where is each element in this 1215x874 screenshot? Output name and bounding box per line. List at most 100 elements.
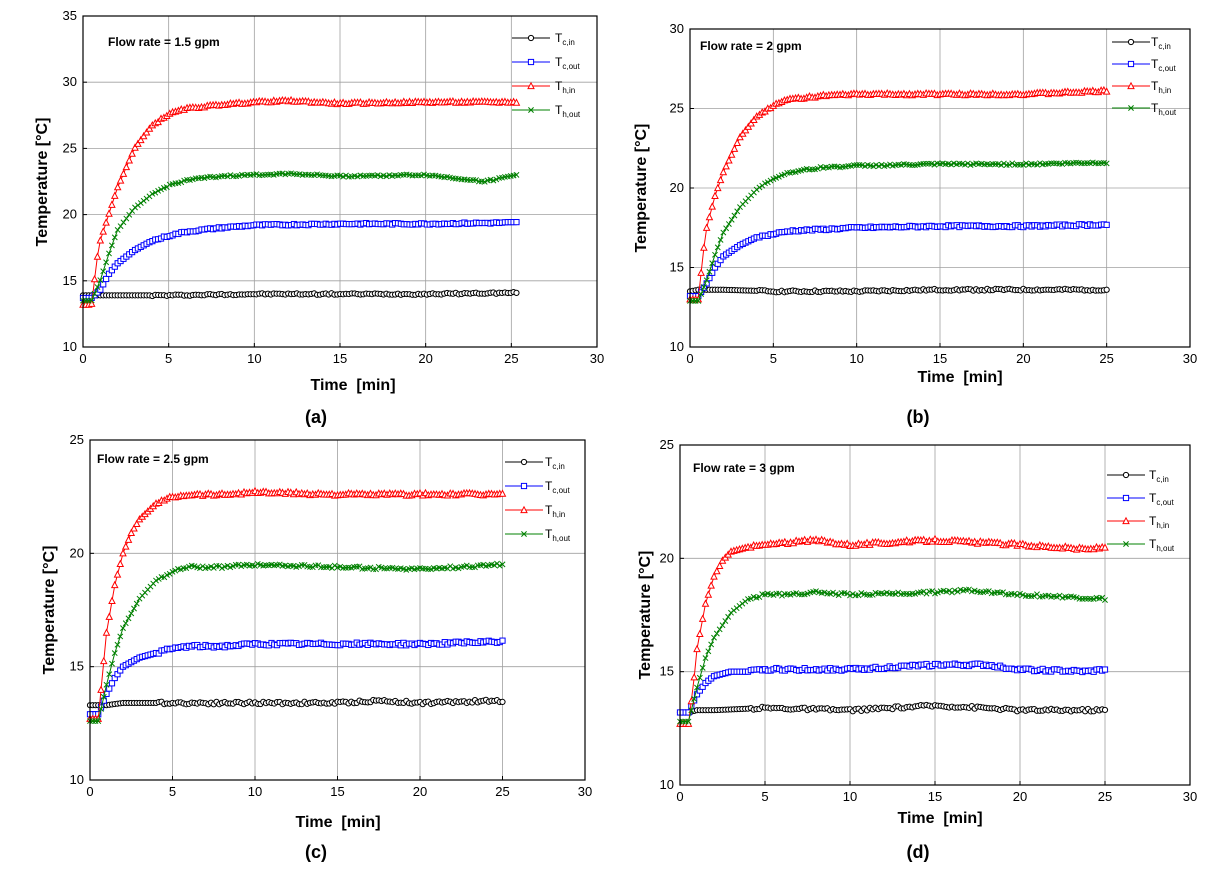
series-c-out <box>86 637 506 718</box>
x-axis-title: Time [min] <box>310 377 395 394</box>
data-point <box>781 171 788 178</box>
data-point <box>1023 160 1030 167</box>
data-point <box>1000 160 1007 167</box>
x-tick-label: 25 <box>1098 789 1112 804</box>
data-point <box>124 535 133 543</box>
data-point <box>263 562 269 569</box>
data-point <box>331 562 338 569</box>
legend-label: Tc,out <box>545 479 570 495</box>
y-tick-label: 10 <box>660 777 674 792</box>
legend: Tc,in Tc,out Th,in Th,out <box>1112 35 1177 117</box>
legend-marker <box>521 531 527 537</box>
data-point <box>744 122 753 130</box>
data-point <box>1101 706 1109 714</box>
data-point <box>481 178 488 185</box>
data-point <box>700 243 708 251</box>
legend-item-c-in: Tc,in <box>505 455 565 471</box>
legend-label-subscript: c,out <box>562 62 580 71</box>
y-tick-label: 25 <box>63 140 77 155</box>
data-point <box>103 275 110 283</box>
data-point <box>767 177 774 184</box>
series-h-in <box>79 95 521 308</box>
x-tick-label: 0 <box>79 351 86 366</box>
x-tick-label: 0 <box>686 351 693 366</box>
data-point <box>844 590 851 597</box>
y-tick-label: 25 <box>70 432 84 447</box>
y-tick-label: 15 <box>63 273 77 288</box>
legend-marker <box>1122 494 1130 502</box>
legend-label: Tc,in <box>555 31 575 47</box>
x-axis-title: Time [min] <box>917 369 1002 386</box>
data-point <box>1014 592 1021 599</box>
data-point <box>132 519 141 527</box>
data-point <box>108 596 116 605</box>
data-point <box>108 680 116 687</box>
data-point <box>702 223 711 231</box>
data-point <box>95 718 102 725</box>
legend-label-subscript: h,out <box>552 534 571 543</box>
x-tick-label: 0 <box>676 789 683 804</box>
data-point <box>122 162 131 171</box>
x-tick-label: 30 <box>578 784 592 799</box>
y-tick-label: 30 <box>670 21 684 36</box>
data-point <box>712 251 718 258</box>
data-point <box>100 268 107 275</box>
data-point <box>699 664 706 671</box>
data-point <box>120 219 127 226</box>
data-point <box>703 277 710 284</box>
data-point <box>125 156 134 164</box>
legend-marker <box>520 482 528 490</box>
data-point <box>1006 161 1013 168</box>
series-h-in <box>686 85 1111 303</box>
legend-marker <box>527 81 535 90</box>
data-point <box>116 176 125 184</box>
data-point <box>102 628 111 636</box>
legend-marker <box>1122 516 1130 525</box>
data-point <box>1020 161 1027 168</box>
data-point <box>714 244 721 251</box>
legend-label-subscript: c,in <box>562 38 574 47</box>
data-point <box>102 218 110 226</box>
x-tick-label: 15 <box>330 784 344 799</box>
legend-label-subscript: h,in <box>1158 86 1171 95</box>
x-tick-label: 30 <box>590 351 604 366</box>
data-point <box>117 633 124 640</box>
data-point <box>126 211 133 218</box>
data-point <box>493 176 500 183</box>
data-point <box>706 268 713 275</box>
data-point <box>716 626 723 633</box>
legend: Tc,in Tc,out Th,in Th,out <box>1107 468 1175 553</box>
series-c-in <box>686 285 1110 296</box>
series-c-in <box>79 288 520 300</box>
data-point <box>946 587 953 594</box>
legend-item-c-out: Tc,out <box>1112 57 1176 73</box>
series-h-out <box>677 586 1108 725</box>
data-point <box>770 592 777 599</box>
data-point <box>513 289 520 296</box>
y-tick-label: 15 <box>660 664 674 679</box>
data-point <box>197 565 203 572</box>
chart-panel-d: 0 5 10 15 20 25 30 10 15 20 25 Time [min] Temperatur… <box>637 437 1197 862</box>
data-point <box>709 260 716 267</box>
series-line <box>83 221 517 299</box>
series-line <box>690 223 1107 297</box>
data-point <box>869 591 876 598</box>
data-point <box>1034 161 1041 168</box>
legend-label: Th,out <box>1149 537 1175 553</box>
chart-panel-c: 0 5 10 15 20 25 30 10 15 20 25 Time [min] Temperatur… <box>41 432 592 862</box>
data-point <box>100 281 107 288</box>
data-point <box>96 236 105 244</box>
data-point <box>178 179 185 186</box>
data-point <box>1102 597 1108 604</box>
data-point <box>747 119 755 127</box>
legend-item-c-out: Tc,out <box>505 479 570 495</box>
y-tick-label: 10 <box>63 339 77 354</box>
legend-label: Th,out <box>545 527 571 543</box>
data-point <box>691 695 698 702</box>
data-point <box>122 620 129 627</box>
data-point <box>702 655 709 662</box>
data-point <box>127 528 136 537</box>
data-point <box>954 588 961 595</box>
data-point <box>688 707 695 714</box>
data-point <box>276 561 283 568</box>
